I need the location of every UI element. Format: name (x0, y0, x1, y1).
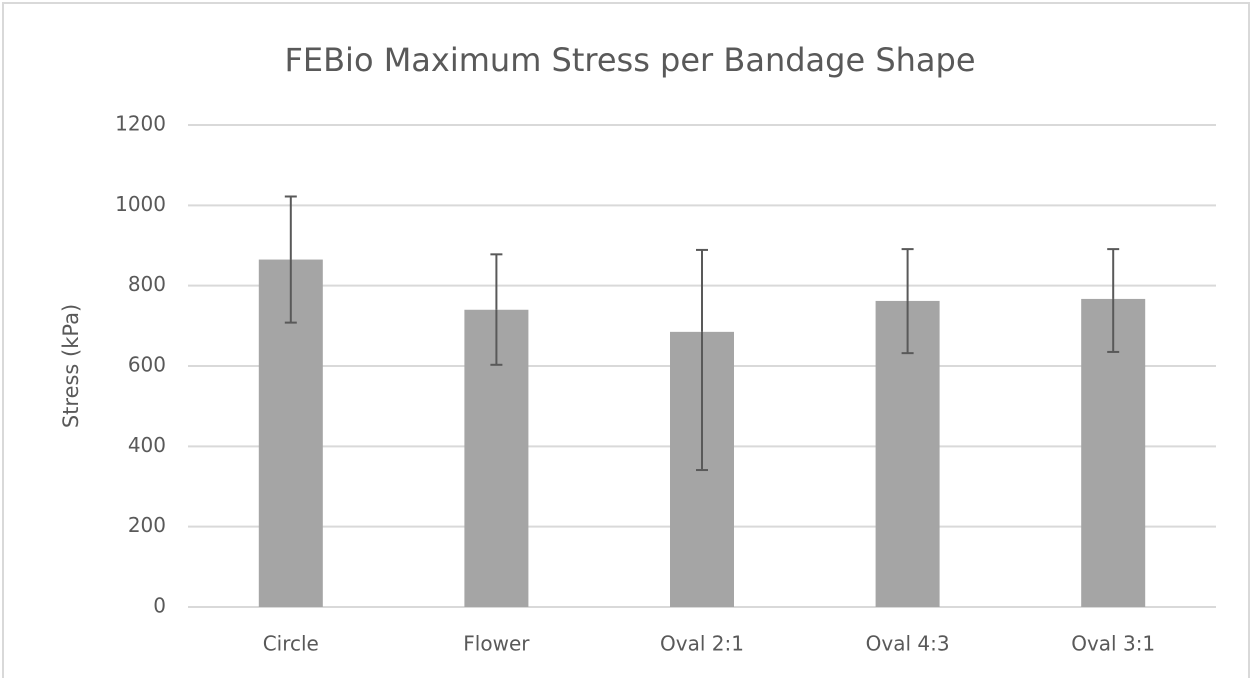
x-tick-label: Flower (463, 632, 530, 656)
y-tick-label: 0 (153, 594, 166, 618)
y-tick-label: 1200 (115, 112, 166, 136)
y-tick-label: 600 (128, 353, 166, 377)
x-tick-label: Oval 4:3 (866, 632, 950, 656)
x-tick-label: Oval 3:1 (1071, 632, 1155, 656)
y-tick-label: 800 (128, 272, 166, 296)
y-tick-label: 1000 (115, 192, 166, 216)
chart-title: FEBio Maximum Stress per Bandage Shape (284, 41, 975, 79)
y-tick-label: 200 (128, 513, 166, 537)
y-axis-label: Stress (kPa) (59, 304, 83, 428)
x-tick-label: Oval 2:1 (660, 632, 744, 656)
x-tick-label: Circle (263, 632, 319, 656)
y-tick-label: 400 (128, 433, 166, 457)
